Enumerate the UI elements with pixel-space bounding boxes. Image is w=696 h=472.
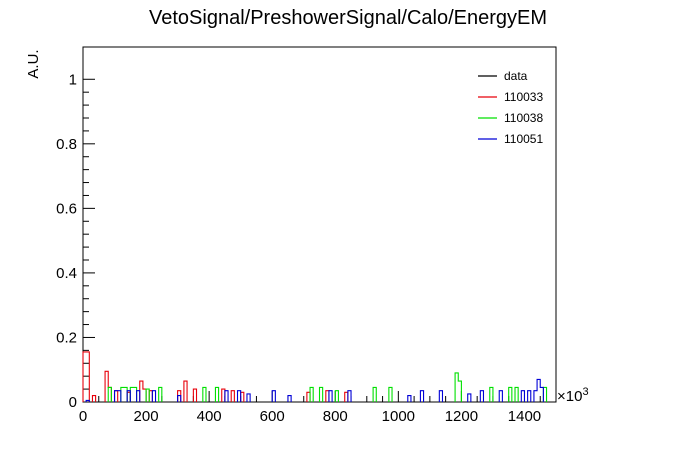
x-tick-label: 200 [134,408,159,425]
plot-frame [82,46,557,403]
x-tick-label: 1400 [508,408,541,425]
legend-label: 110033 [504,90,543,104]
series-110038 [107,372,548,402]
chart-title: VetoSignal/PreshowerSignal/Calo/EnergyEM [149,7,547,29]
x-axis: 0 200 400 600 800 1000 1200 1400 [79,391,557,425]
x-tick-label: 1200 [445,408,478,425]
histogram-series [82,351,548,402]
x-tick-label: 600 [260,408,285,425]
legend: data 110033 110038 110051 [478,69,543,146]
legend-label: 110038 [504,111,543,125]
x-axis-multiplier: ×103 [557,386,589,405]
y-axis-label: A.U. [25,49,42,78]
x-tick-label: 1000 [382,408,415,425]
legend-label: data [504,69,528,83]
y-tick-label: 0 [69,394,77,411]
y-tick-label: 0.8 [56,136,77,153]
legend-label: 110051 [504,132,543,146]
series-110051 [85,378,544,402]
x-tick-label: 800 [323,408,348,425]
x-tick-label: 400 [197,408,222,425]
x-tick-label: 0 [79,408,87,425]
y-axis: 0 0.2 0.4 0.6 0.8 1 [56,71,95,411]
y-tick-label: 0.6 [56,200,77,217]
y-tick-label: 0.2 [56,329,77,346]
y-tick-label: 0.4 [56,265,77,282]
y-tick-label: 1 [69,71,77,88]
